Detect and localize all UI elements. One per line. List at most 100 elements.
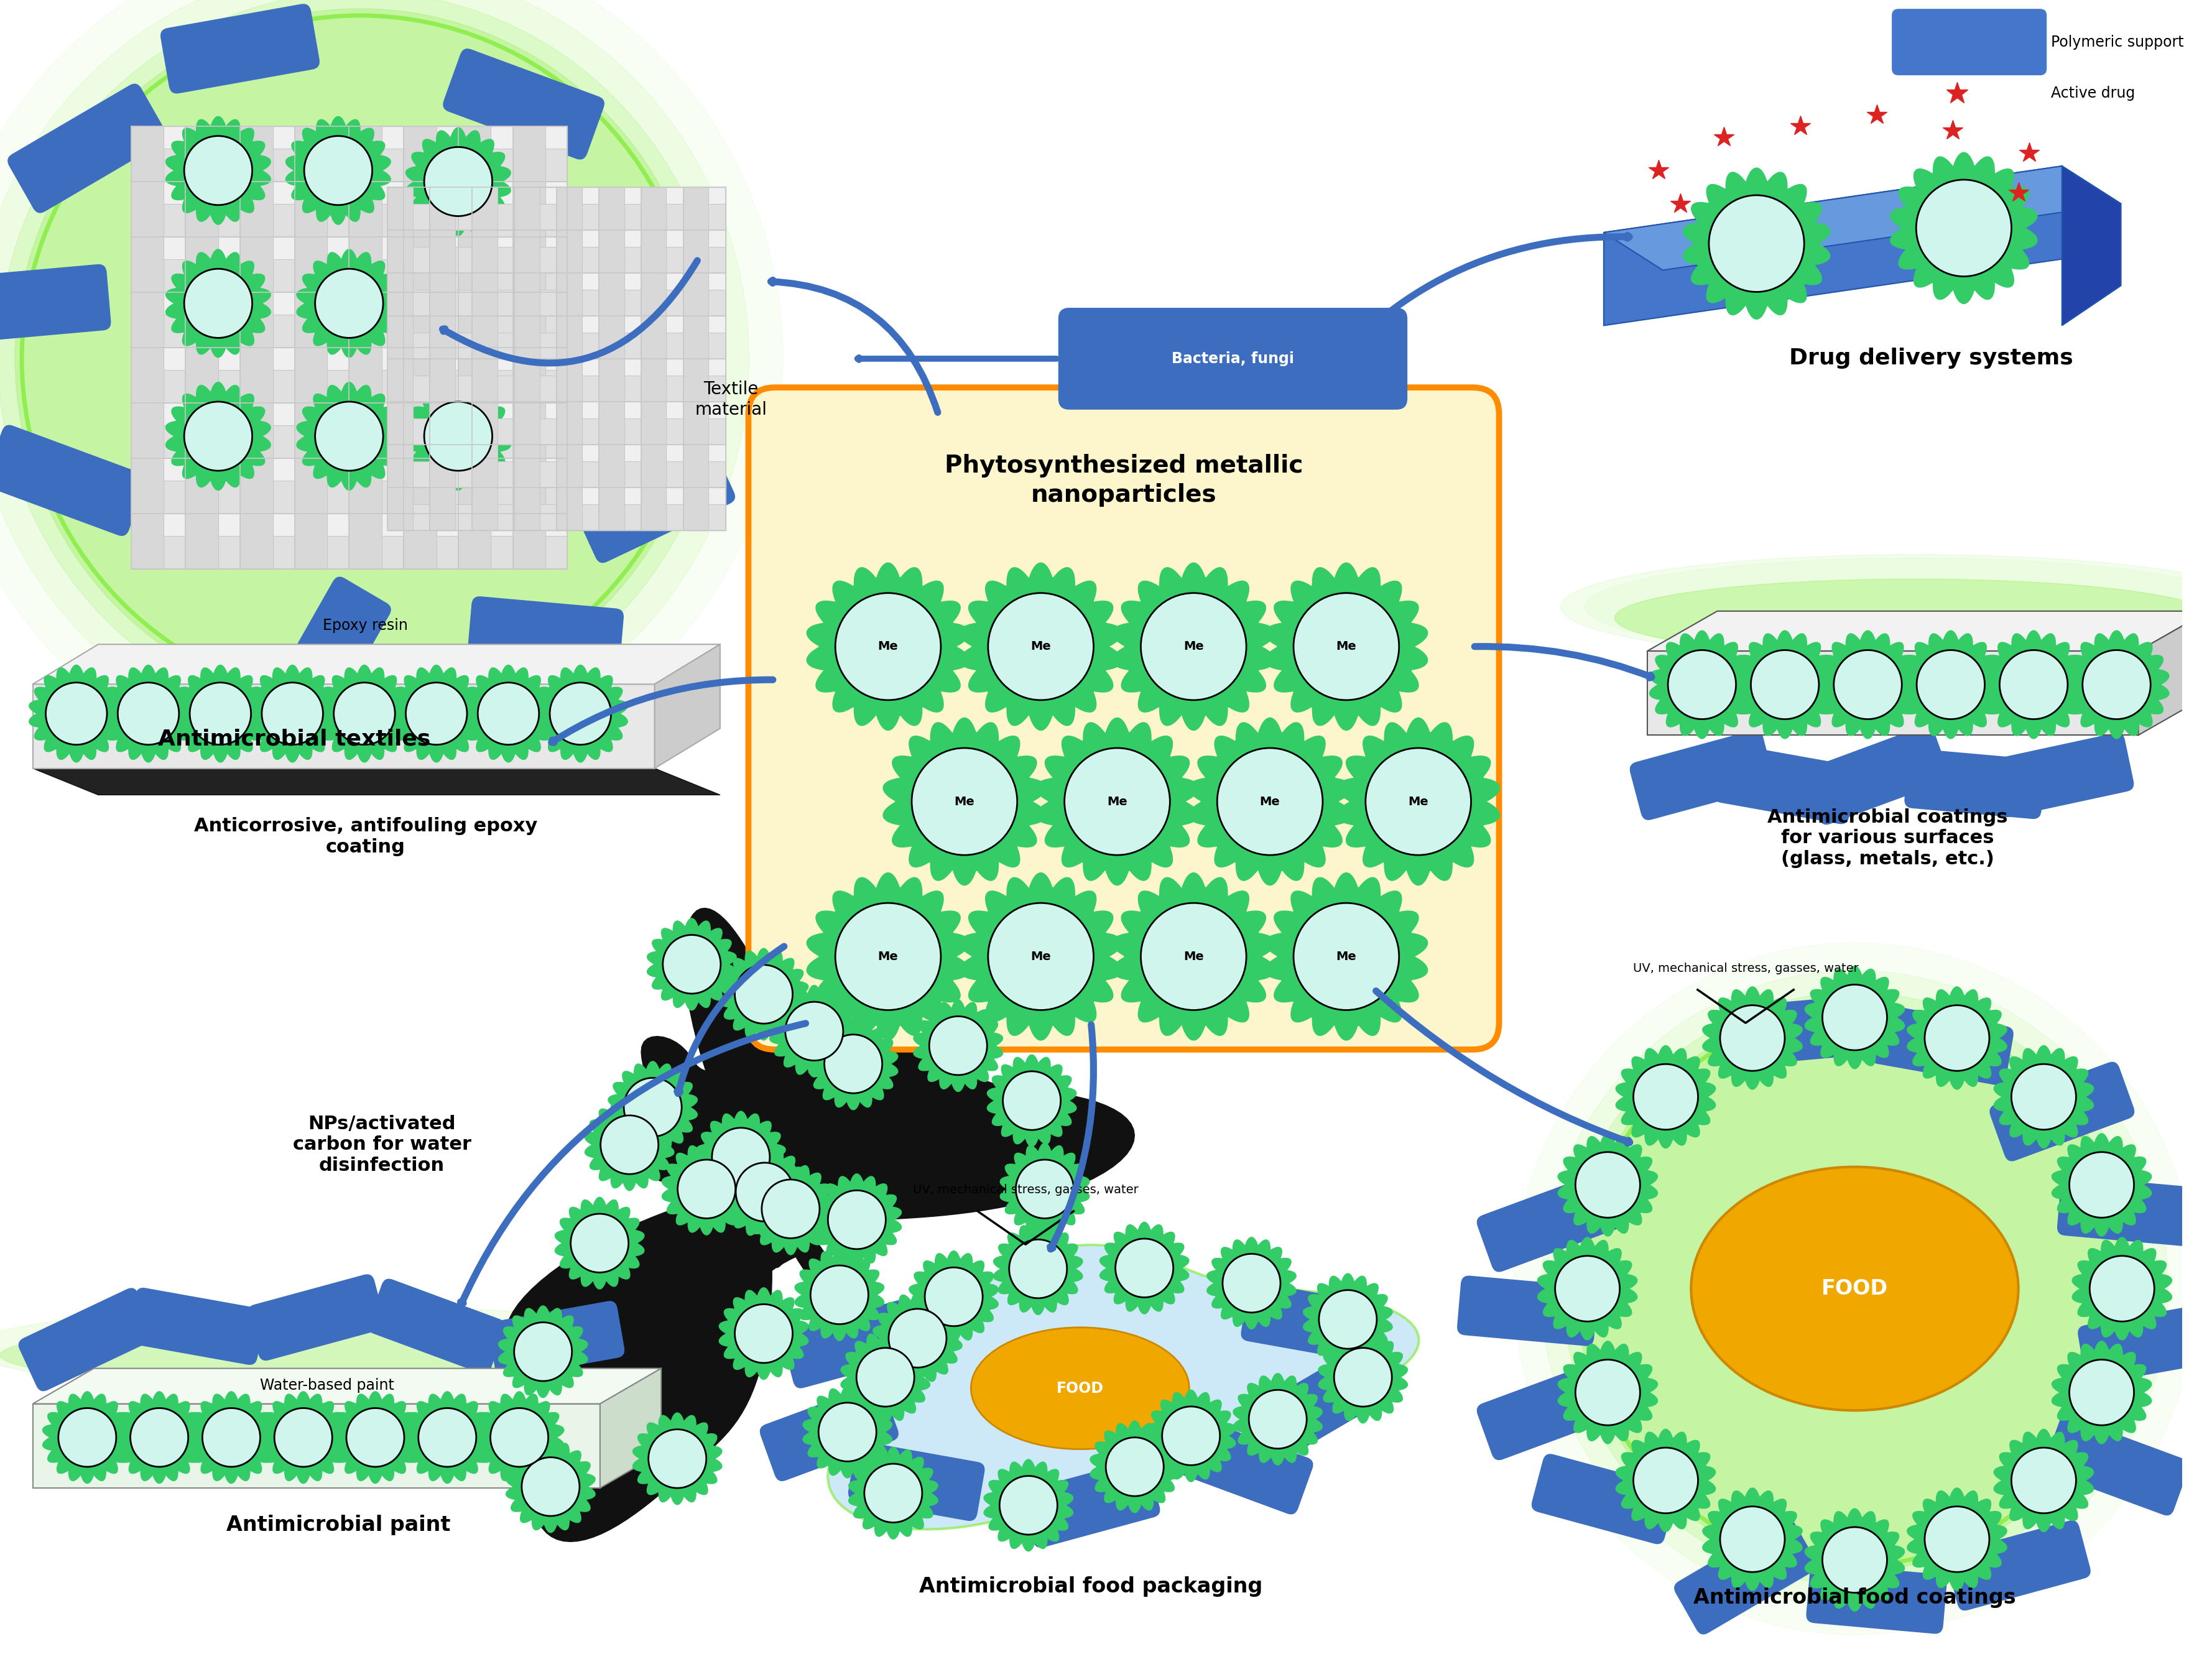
- Circle shape: [261, 683, 323, 744]
- Text: Drug delivery systems: Drug delivery systems: [1790, 347, 2073, 369]
- Circle shape: [889, 1308, 947, 1368]
- Circle shape: [1721, 1507, 1785, 1571]
- Bar: [387, 461, 726, 488]
- Circle shape: [664, 935, 721, 994]
- Text: Antimicrobial textiles: Antimicrobial textiles: [159, 728, 431, 749]
- Circle shape: [0, 0, 783, 787]
- Bar: [429, 187, 456, 531]
- Ellipse shape: [0, 1325, 677, 1386]
- Circle shape: [1294, 903, 1398, 1011]
- Circle shape: [1141, 903, 1245, 1011]
- Text: Antimicrobial coatings
for various surfaces
(glass, metals, etc.): Antimicrobial coatings for various surfa…: [1767, 809, 2008, 868]
- Polygon shape: [812, 1174, 902, 1265]
- Polygon shape: [259, 1391, 347, 1484]
- Circle shape: [2068, 1360, 2135, 1426]
- Circle shape: [1575, 1360, 1639, 1426]
- Polygon shape: [246, 665, 341, 762]
- Circle shape: [190, 683, 250, 744]
- Polygon shape: [533, 665, 628, 762]
- Ellipse shape: [1690, 1166, 2017, 1411]
- Polygon shape: [770, 986, 858, 1077]
- Polygon shape: [719, 1288, 807, 1379]
- Text: Me: Me: [1336, 640, 1356, 652]
- Circle shape: [734, 964, 792, 1024]
- Circle shape: [1217, 748, 1323, 855]
- Polygon shape: [1648, 652, 2139, 734]
- FancyBboxPatch shape: [0, 425, 146, 536]
- Polygon shape: [1604, 165, 2121, 270]
- Bar: [458, 126, 491, 569]
- Polygon shape: [1265, 562, 1427, 731]
- Polygon shape: [1816, 630, 1920, 739]
- Polygon shape: [1557, 1133, 1657, 1236]
- Bar: [131, 370, 566, 404]
- Bar: [641, 187, 666, 531]
- Circle shape: [1564, 992, 2146, 1585]
- Text: FOOD: FOOD: [1820, 1279, 1889, 1298]
- Text: Water-based paint: Water-based paint: [261, 1378, 394, 1393]
- Circle shape: [1752, 650, 1818, 719]
- Polygon shape: [633, 1413, 721, 1505]
- FancyBboxPatch shape: [248, 1274, 385, 1361]
- Circle shape: [1334, 1348, 1391, 1406]
- Circle shape: [1106, 1437, 1164, 1497]
- FancyBboxPatch shape: [1630, 729, 1774, 820]
- Polygon shape: [403, 1391, 491, 1484]
- FancyBboxPatch shape: [575, 442, 734, 562]
- Circle shape: [737, 1163, 794, 1221]
- Polygon shape: [476, 1391, 564, 1484]
- Circle shape: [677, 1159, 737, 1219]
- Circle shape: [117, 683, 179, 744]
- Text: Bacteria, fungi: Bacteria, fungi: [1172, 351, 1294, 366]
- Circle shape: [1542, 971, 2168, 1608]
- FancyBboxPatch shape: [1674, 1518, 1816, 1634]
- Circle shape: [1115, 1239, 1172, 1297]
- Polygon shape: [1615, 1429, 1717, 1532]
- Circle shape: [1513, 943, 2197, 1634]
- FancyBboxPatch shape: [748, 387, 1500, 1050]
- Polygon shape: [173, 665, 268, 762]
- Circle shape: [911, 748, 1018, 855]
- Polygon shape: [1982, 630, 2086, 739]
- FancyBboxPatch shape: [1741, 994, 1882, 1065]
- Polygon shape: [507, 908, 1135, 1542]
- Polygon shape: [909, 1250, 998, 1343]
- Text: Me: Me: [878, 640, 898, 652]
- Text: Me: Me: [878, 951, 898, 963]
- Polygon shape: [555, 1197, 644, 1288]
- FancyBboxPatch shape: [2077, 1303, 2212, 1384]
- Polygon shape: [1557, 1341, 1657, 1444]
- Text: Polymeric support: Polymeric support: [2051, 35, 2183, 50]
- Polygon shape: [33, 685, 655, 769]
- Text: FOOD: FOOD: [1057, 1381, 1104, 1396]
- Polygon shape: [33, 1368, 661, 1404]
- Circle shape: [599, 1115, 659, 1174]
- Polygon shape: [608, 1062, 697, 1153]
- Circle shape: [1710, 195, 1805, 291]
- Bar: [513, 126, 546, 569]
- Circle shape: [734, 1305, 792, 1363]
- Bar: [349, 126, 383, 569]
- FancyBboxPatch shape: [1989, 1062, 2135, 1161]
- Circle shape: [1924, 1006, 1989, 1070]
- Bar: [387, 504, 726, 531]
- Bar: [387, 246, 726, 273]
- Bar: [387, 289, 726, 316]
- Circle shape: [1161, 1406, 1221, 1465]
- Circle shape: [2011, 1064, 2077, 1130]
- Text: UV, mechanical stress, gasses, water: UV, mechanical stress, gasses, water: [914, 1184, 1139, 1196]
- Polygon shape: [1303, 1274, 1391, 1365]
- Circle shape: [305, 136, 372, 205]
- Circle shape: [201, 1408, 261, 1467]
- Polygon shape: [721, 1146, 810, 1237]
- Circle shape: [810, 1265, 869, 1325]
- Text: Me: Me: [1409, 796, 1429, 807]
- Circle shape: [1223, 1254, 1281, 1313]
- Circle shape: [648, 1429, 706, 1489]
- Polygon shape: [1099, 1222, 1188, 1313]
- FancyBboxPatch shape: [442, 48, 604, 159]
- Polygon shape: [1208, 1237, 1296, 1330]
- Bar: [387, 203, 726, 230]
- Ellipse shape: [1615, 579, 2212, 657]
- Polygon shape: [166, 116, 270, 225]
